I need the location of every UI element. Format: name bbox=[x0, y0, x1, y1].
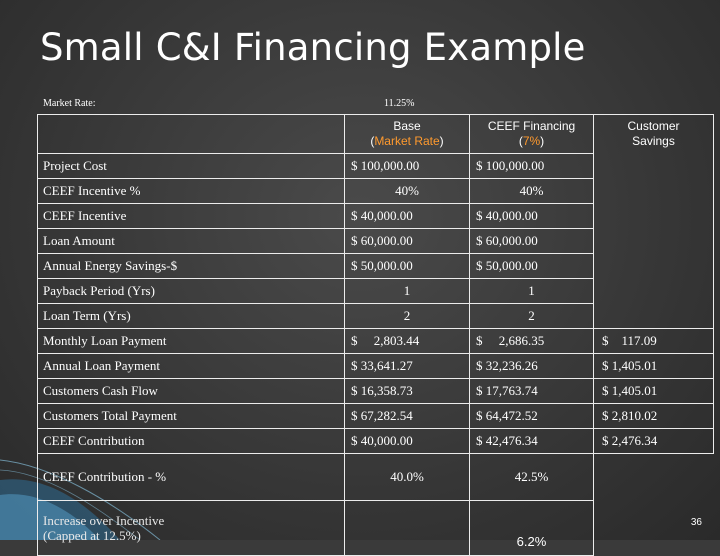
table-row: Customers Cash Flow $ 16,358.73 $ 17,763… bbox=[37, 378, 714, 404]
row-label: Annual Loan Payment bbox=[37, 353, 345, 379]
savings-value bbox=[593, 203, 714, 229]
savings-value bbox=[593, 178, 714, 204]
header-base: Base (Market Rate) bbox=[344, 114, 470, 154]
table-header-row: Base (Market Rate) CEEF Financing (7%) Cus… bbox=[37, 114, 714, 154]
base-value: $ 16,358.73 bbox=[344, 378, 470, 404]
market-rate-value: 11.25% bbox=[384, 98, 415, 109]
increase-label: Increase over Incentive (Capped at 12.5%) bbox=[37, 500, 345, 556]
ceef-value: $ 2,686.35 bbox=[469, 328, 594, 354]
row-label: CEEF Incentive % bbox=[37, 178, 345, 204]
base-value: 1 bbox=[344, 278, 470, 304]
page-number: 36 bbox=[690, 517, 702, 528]
savings-value bbox=[593, 228, 714, 254]
base-value: $ 33,641.27 bbox=[344, 353, 470, 379]
header-blank-cell bbox=[37, 114, 345, 154]
table-row-contribution-pct: CEEF Contribution - % 40.0% 42.5% bbox=[37, 453, 714, 501]
table-row: CEEF Incentive % 40% 40% bbox=[37, 178, 714, 204]
increase-value: 6.2% bbox=[469, 500, 594, 556]
row-label: Annual Energy Savings-$ bbox=[37, 253, 345, 279]
savings-value: $ 1,405.01 bbox=[593, 378, 714, 404]
table-row: Customers Total Payment $ 67,282.54 $ 64… bbox=[37, 403, 714, 429]
table-row: CEEF Incentive $ 40,000.00 $ 40,000.00 bbox=[37, 203, 714, 229]
empty-cell bbox=[344, 500, 470, 556]
ceef-value: 1 bbox=[469, 278, 594, 304]
empty-cell bbox=[594, 501, 714, 556]
row-label: Loan Term (Yrs) bbox=[37, 303, 345, 329]
base-value: $ 67,282.54 bbox=[344, 403, 470, 429]
ceef-value: $ 50,000.00 bbox=[469, 253, 594, 279]
row-label: Customers Cash Flow bbox=[37, 378, 345, 404]
base-value: $ 50,000.00 bbox=[344, 253, 470, 279]
savings-value bbox=[593, 303, 714, 329]
ceef-value: $ 60,000.00 bbox=[469, 228, 594, 254]
market-rate-label: Market Rate: bbox=[43, 98, 96, 109]
ceef-value: $ 40,000.00 bbox=[469, 203, 594, 229]
savings-value: $ 2,476.34 bbox=[593, 428, 714, 454]
table-row: Annual Loan Payment $ 33,641.27 $ 32,236… bbox=[37, 353, 714, 379]
table-row: Monthly Loan Payment $ 2,803.44 $ 2,686.… bbox=[37, 328, 714, 354]
financing-table: Base (Market Rate) CEEF Financing (7%) Cus… bbox=[37, 114, 714, 556]
base-value: 40% bbox=[344, 178, 470, 204]
table-row: Payback Period (Yrs) 1 1 bbox=[37, 278, 714, 304]
row-label: Customers Total Payment bbox=[37, 403, 345, 429]
row-label: Project Cost bbox=[37, 153, 345, 179]
table-row: Loan Amount $ 60,000.00 $ 60,000.00 bbox=[37, 228, 714, 254]
base-value: $ 2,803.44 bbox=[344, 328, 470, 354]
ceef-value: $ 64,472.52 bbox=[469, 403, 594, 429]
slide-title: Small C&I Financing Example bbox=[40, 26, 586, 69]
table-row: CEEF Contribution $ 40,000.00 $ 42,476.3… bbox=[37, 428, 714, 454]
header-ceef-financing: CEEF Financing (7%) bbox=[469, 114, 594, 154]
base-value: $ 60,000.00 bbox=[344, 228, 470, 254]
table-row: Loan Term (Yrs) 2 2 bbox=[37, 303, 714, 329]
base-value: $ 100,000.00 bbox=[344, 153, 470, 179]
row-label: CEEF Incentive bbox=[37, 203, 345, 229]
ceef-value: $ 32,236.26 bbox=[469, 353, 594, 379]
row-label: CEEF Contribution bbox=[37, 428, 345, 454]
ceef-value: $ 100,000.00 bbox=[469, 153, 594, 179]
ceef-value: $ 42,476.34 bbox=[469, 428, 594, 454]
base-value: $ 40,000.00 bbox=[344, 428, 470, 454]
table-row-increase: Increase over Incentive (Capped at 12.5%)… bbox=[37, 500, 714, 556]
savings-value: $ 2,810.02 bbox=[593, 403, 714, 429]
savings-value bbox=[593, 278, 714, 304]
savings-value: $ 117.09 bbox=[593, 328, 714, 354]
base-value: 2 bbox=[344, 303, 470, 329]
empty-cell bbox=[594, 454, 714, 501]
ceef-value: 42.5% bbox=[469, 453, 594, 501]
table-row: Project Cost $ 100,000.00 $ 100,000.00 bbox=[37, 153, 714, 179]
ceef-value: 2 bbox=[469, 303, 594, 329]
savings-value bbox=[593, 253, 714, 279]
savings-value: $ 1,405.01 bbox=[593, 353, 714, 379]
base-value: 40.0% bbox=[344, 453, 470, 501]
ceef-value: $ 17,763.74 bbox=[469, 378, 594, 404]
base-value: $ 40,000.00 bbox=[344, 203, 470, 229]
savings-value bbox=[593, 153, 714, 179]
row-label: Monthly Loan Payment bbox=[37, 328, 345, 354]
row-label: Loan Amount bbox=[37, 228, 345, 254]
row-label: CEEF Contribution - % bbox=[37, 453, 345, 501]
ceef-value: 40% bbox=[469, 178, 594, 204]
row-label: Payback Period (Yrs) bbox=[37, 278, 345, 304]
table-row: Annual Energy Savings-$ $ 50,000.00 $ 50… bbox=[37, 253, 714, 279]
header-customer-savings: Customer Savings bbox=[593, 114, 714, 154]
